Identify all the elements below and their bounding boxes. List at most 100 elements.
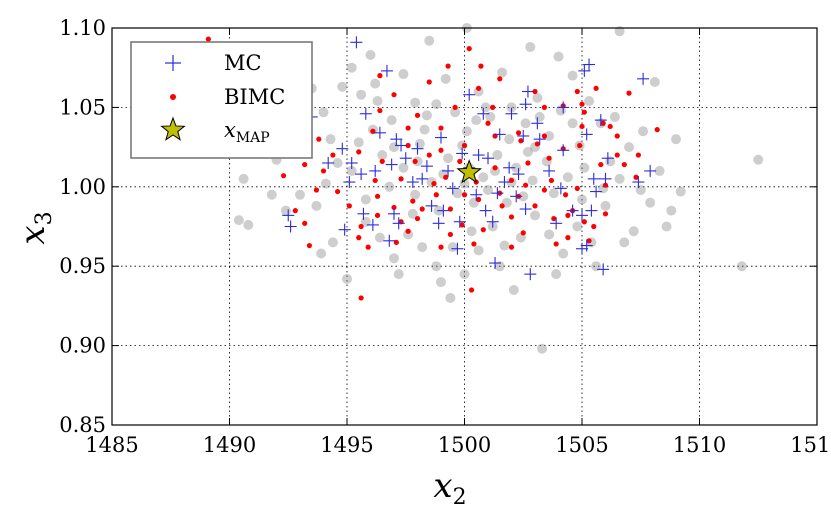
bimc-point	[405, 142, 411, 149]
mc-point	[585, 204, 598, 217]
mc-point	[395, 139, 408, 152]
mc-point	[578, 64, 591, 77]
mc-point	[583, 58, 596, 71]
gray-sample-point	[414, 138, 425, 149]
mc-point	[519, 98, 532, 111]
bimc-point	[476, 196, 482, 203]
gray-sample-point	[619, 237, 630, 248]
mc-point	[390, 133, 403, 146]
mc-point	[357, 207, 370, 220]
bimc-point	[574, 185, 580, 191]
gray-sample-point	[370, 78, 381, 89]
mc-point	[524, 268, 537, 281]
gray-sample-point	[452, 188, 463, 199]
bimc-point	[577, 142, 583, 149]
x-tick-label: 1505	[555, 433, 608, 457]
gray-sample-point	[266, 189, 277, 200]
bimc-point	[492, 165, 498, 171]
gray-sample-point	[558, 248, 569, 259]
bimc-point	[391, 92, 397, 98]
bimc-point	[438, 125, 444, 131]
bimc-point	[358, 295, 364, 301]
bimc-point	[313, 187, 320, 193]
gray-sample-point	[353, 137, 364, 148]
bimc-point	[551, 215, 557, 222]
gray-sample-point	[504, 134, 515, 145]
legend-label-bimc: BIMC	[224, 85, 285, 109]
bimc-point	[579, 101, 585, 107]
mc-point	[479, 204, 492, 217]
gray-sample-point	[544, 229, 555, 240]
gray-sample-point	[553, 51, 564, 62]
bimc-point	[541, 104, 548, 110]
gray-sample-point	[537, 343, 548, 354]
bimc-point	[621, 161, 627, 168]
mc-point	[519, 203, 532, 216]
bimc-point	[320, 168, 327, 174]
gray-sample-point	[518, 191, 529, 202]
gray-sample-point	[374, 232, 385, 243]
gray-sample-point	[508, 285, 519, 296]
bimc-point	[654, 127, 660, 133]
gray-sample-point	[389, 253, 399, 264]
bimc-point	[532, 88, 538, 95]
gray-sample-point	[386, 115, 397, 126]
x-tick-label: 1495	[320, 433, 373, 457]
bimc-point	[412, 158, 418, 164]
gray-sample-point	[635, 184, 646, 195]
gray-sample-point	[318, 107, 329, 118]
bimc-point	[365, 244, 371, 250]
gray-sample-point	[567, 118, 578, 129]
bimc-point	[316, 136, 322, 142]
series-mc	[282, 36, 657, 281]
bimc-point	[626, 90, 632, 96]
gray-sample-point	[410, 97, 421, 108]
gray-sample-point	[628, 226, 639, 237]
y-tick-label: 0.90	[59, 334, 106, 358]
gray-sample-point	[398, 162, 409, 173]
gray-sample-point	[365, 49, 376, 60]
mc-point	[599, 172, 612, 185]
gray-sample-point	[609, 111, 620, 122]
gray-sample-point	[499, 240, 510, 251]
bimc-point	[346, 203, 352, 209]
mc-point	[576, 209, 588, 222]
gray-sample-point	[440, 73, 451, 84]
mc-point	[498, 176, 511, 189]
mc-point	[416, 172, 429, 185]
gray-sample-point	[551, 269, 562, 280]
gray-sample-point	[736, 261, 747, 272]
gray-sample-point	[384, 181, 395, 192]
mc-point	[456, 147, 469, 160]
bimc-point	[433, 192, 439, 198]
y-tick-label: 1.10	[59, 16, 106, 40]
bimc-point	[280, 173, 287, 179]
gray-sample-point	[492, 150, 503, 161]
mc-point	[343, 176, 356, 189]
legend-box	[130, 41, 313, 159]
bimc-point	[520, 230, 526, 236]
bimc-point	[306, 242, 312, 249]
bimc-point	[356, 149, 362, 155]
mc-point	[505, 107, 518, 120]
mc-point	[437, 204, 450, 217]
bimc-point	[497, 76, 503, 82]
bimc-point	[205, 36, 211, 42]
x-tick-label: 1510	[673, 433, 726, 457]
x-tick-label: 1515	[790, 433, 831, 457]
gray-sample-point	[527, 175, 538, 186]
gray-sample-point	[443, 153, 454, 164]
bimc-point	[635, 152, 642, 158]
gray-sample-point	[243, 219, 254, 230]
gray-sample-point	[332, 157, 343, 168]
mc-point	[590, 185, 603, 198]
mc-point	[388, 207, 400, 220]
gray-sample-point	[600, 200, 611, 211]
bimc-point	[541, 187, 548, 193]
legend-label-xmap-base: x	[224, 118, 236, 142]
x-axis-label-sub: 2	[453, 485, 467, 510]
gray-sample-point	[471, 115, 482, 126]
bimc-point	[581, 219, 587, 225]
gray-sample-point	[311, 200, 322, 211]
